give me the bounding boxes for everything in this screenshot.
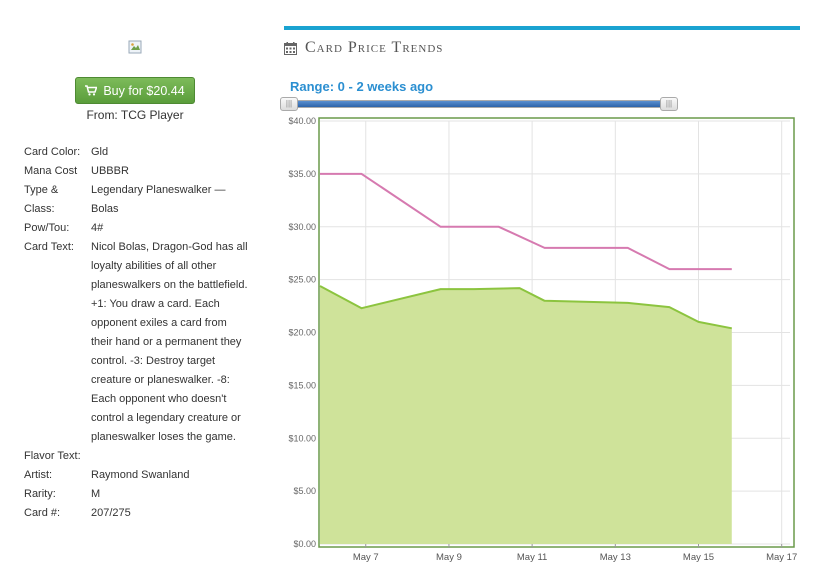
detail-value: [91, 447, 251, 466]
range-slider-end-handle[interactable]: |||: [660, 97, 678, 111]
detail-row: Type & Class: Legendary Planeswalker — Bo…: [24, 181, 251, 219]
y-tick-label: $25.00: [288, 275, 316, 285]
series-line: [320, 172, 732, 271]
y-tick-label: $15.00: [288, 380, 316, 390]
x-tick-label: May 11: [517, 552, 547, 563]
x-tick-label: May 13: [600, 552, 631, 563]
detail-row: Card Color: Gld: [24, 143, 251, 162]
shopping-cart-icon: [85, 85, 98, 96]
section-divider: [284, 26, 800, 30]
price-trends-panel: Card Price Trends Range: 0 - 2 weeks ago…: [280, 0, 800, 582]
x-tick-label: May 15: [683, 552, 714, 563]
card-image-placeholder-icon: [128, 40, 142, 54]
detail-row: Artist: Raymond Swanland: [24, 466, 251, 485]
x-tick-label: May 9: [436, 552, 462, 563]
detail-key: Card Color:: [24, 146, 81, 158]
detail-value: 207/275: [91, 507, 131, 519]
detail-value: Gld: [91, 146, 109, 158]
detail-key: Flavor Text:: [24, 450, 81, 462]
series-area-fill: [320, 286, 732, 544]
detail-key: Rarity:: [24, 488, 56, 500]
detail-value: Legendary Planeswalker — Bolas: [91, 184, 226, 215]
price-source: From: TCG Player: [86, 108, 184, 122]
detail-key: Card #:: [24, 507, 61, 519]
range-slider-start-handle[interactable]: |||: [280, 97, 298, 111]
detail-row: Card #: 207/275: [24, 504, 251, 523]
range-label: Range: 0 - 2 weeks ago: [290, 79, 434, 94]
range-slider[interactable]: ||| |||: [280, 97, 680, 111]
detail-key: Artist:: [24, 469, 53, 481]
detail-key: Type & Class:: [24, 184, 59, 215]
detail-row: Mana Cost UBBBR: [24, 162, 251, 181]
detail-value: Nicol Bolas, Dragon-God has all loyalty …: [91, 241, 248, 443]
detail-value: 4#: [91, 222, 104, 234]
detail-key: Pow/Tou:: [24, 222, 70, 234]
card-info-panel: Buy for $20.44 From: TCG Player Card Col…: [0, 0, 270, 582]
series-line: [319, 285, 732, 330]
detail-key: Card Text:: [24, 241, 74, 253]
detail-row: Flavor Text:: [24, 447, 251, 466]
calendar-icon: [284, 41, 297, 55]
y-tick-label: $5.00: [293, 486, 316, 496]
y-tick-label: $35.00: [288, 169, 316, 179]
price-trends-title: Card Price Trends: [305, 39, 444, 56]
y-tick-label: $40.00: [288, 117, 316, 126]
x-tick-label: May 7: [353, 552, 379, 563]
detail-value: Raymond Swanland: [91, 469, 190, 481]
detail-value: UBBBR: [91, 165, 129, 177]
detail-row: Card Text: Nicol Bolas, Dragon-God has al…: [24, 238, 251, 447]
buy-button-label: Buy for $20.44: [103, 83, 185, 98]
range-slider-track[interactable]: [290, 100, 674, 108]
detail-row: Rarity: M: [24, 485, 251, 504]
x-tick-label: May 17: [766, 552, 797, 563]
y-tick-label: $30.00: [288, 222, 316, 232]
detail-key: Mana Cost: [24, 165, 78, 177]
y-tick-label: $0.00: [293, 539, 316, 549]
price-trends-header: Card Price Trends: [284, 38, 443, 58]
price-trend-chart: $0.00 $5.00 $10.00 $15.00 $20.00 $25.00 $30.00…: [288, 117, 797, 563]
card-details: Card Color: Gld Mana Cost UBBBR Type & Class…: [24, 143, 251, 523]
detail-row: Pow/Tou: 4#: [24, 219, 251, 238]
buy-button[interactable]: Buy for $20.44: [75, 77, 195, 104]
detail-value: M: [91, 488, 101, 500]
y-tick-label: $20.00: [288, 328, 316, 338]
y-tick-label: $10.00: [288, 433, 316, 443]
